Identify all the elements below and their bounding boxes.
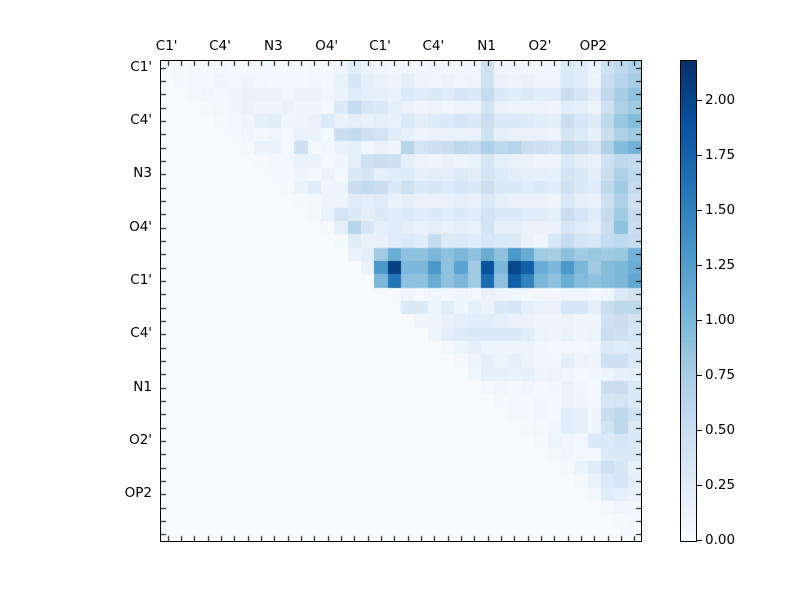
y-axis-label: OP2 — [124, 485, 152, 502]
colorbar-tick — [697, 430, 702, 431]
x-axis-label: C4' — [209, 38, 231, 54]
colorbar-tick — [697, 100, 702, 101]
colorbar-tick — [697, 485, 702, 486]
x-axis-label: OP2 — [579, 38, 608, 54]
y-axis-label: N1 — [133, 378, 152, 395]
y-axis-label: C4' — [130, 325, 152, 342]
colorbar-tick-label: 1.75 — [705, 147, 736, 163]
colorbar-tick — [697, 320, 702, 321]
colorbar-tick — [697, 265, 702, 266]
colorbar-tick-label: 1.25 — [705, 257, 736, 273]
heatmap-canvas — [160, 60, 642, 542]
x-axis-label: O2' — [528, 38, 552, 54]
y-axis-label: C1' — [130, 272, 152, 288]
colorbar-tick — [697, 375, 702, 376]
colorbar-tick-label: 0.75 — [705, 367, 736, 383]
colorbar-tick-label: 2.00 — [705, 92, 736, 108]
colorbar-tick-label: 1.00 — [705, 312, 736, 328]
colorbar-tick-label: 0.00 — [705, 532, 736, 548]
x-axis-label: N3 — [263, 38, 283, 54]
x-axis-label: N1 — [477, 38, 497, 54]
y-axis-label: O4' — [129, 218, 152, 235]
y-axis-label: O2' — [129, 432, 152, 448]
colorbar-tick-label: 1.50 — [705, 202, 736, 218]
colorbar-tick — [697, 540, 702, 541]
x-axis-label: C4' — [422, 38, 445, 54]
x-axis-label: C1' — [369, 38, 391, 54]
colorbar-gradient — [680, 60, 697, 542]
y-axis-label: C1' — [130, 58, 152, 75]
x-axis-label: C1' — [155, 38, 178, 54]
colorbar-tick-label: 0.25 — [705, 477, 736, 493]
y-axis-label: N3 — [133, 165, 152, 182]
x-axis-label: O4' — [315, 38, 339, 54]
colorbar-tick-label: 0.50 — [705, 422, 736, 438]
colorbar-tick — [697, 210, 702, 211]
y-axis-label: C4' — [130, 112, 152, 128]
colorbar-tick — [697, 155, 702, 156]
